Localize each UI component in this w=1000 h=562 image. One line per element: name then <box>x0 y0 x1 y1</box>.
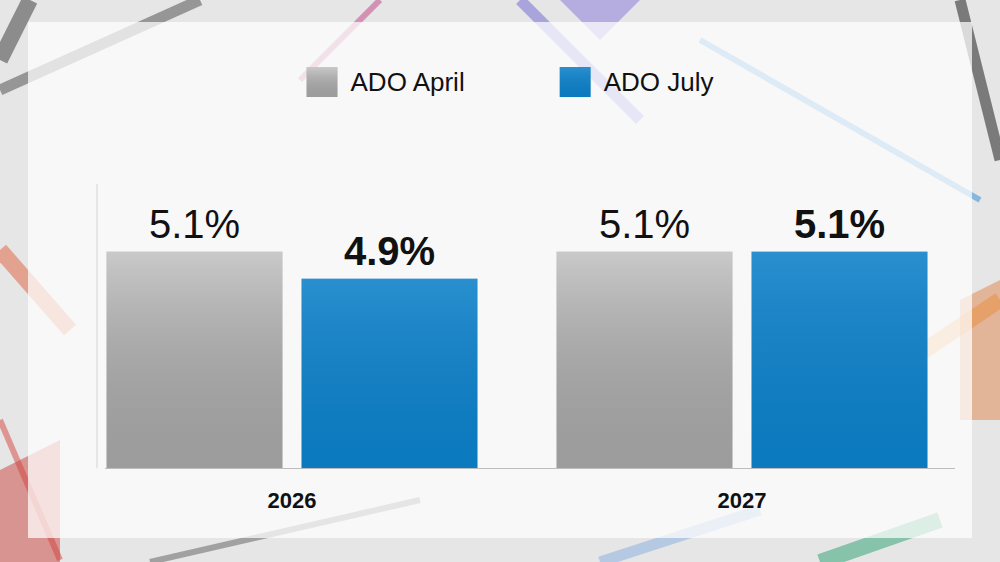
bar <box>752 252 928 468</box>
y-axis-line <box>97 184 98 468</box>
chart-svg: 5.1% 4.9% 5.1% 5.1% 2026 2027 ADO April ADO Jul… <box>0 0 1000 562</box>
bar-shade <box>557 252 733 468</box>
decor-line <box>0 0 30 60</box>
background-art <box>0 0 1000 562</box>
bar-fill <box>752 252 928 468</box>
legend-item: ADO April <box>307 67 465 97</box>
bar-shade <box>752 252 928 468</box>
bar-shade <box>107 252 283 468</box>
bar <box>107 252 283 468</box>
legend-swatch-shade <box>307 67 338 97</box>
chart-root: 5.1% 4.9% 5.1% 5.1% 2026 2027 ADO April ADO Jul… <box>0 0 1000 562</box>
background <box>0 0 1000 562</box>
panel <box>28 22 972 538</box>
data-label: 5.1% <box>599 202 690 246</box>
legend-swatch-shade <box>560 67 591 97</box>
bars <box>107 252 928 468</box>
data-label: 4.9% <box>344 229 435 273</box>
data-label: 5.1% <box>149 202 240 246</box>
x-tick-label: 2026 <box>268 488 317 513</box>
legend-item: ADO July <box>560 67 714 97</box>
x-tick-label: 2027 <box>718 488 767 513</box>
legend-swatch <box>560 67 591 97</box>
legend: ADO April ADO July <box>307 67 714 97</box>
data-labels: 5.1% 4.9% 5.1% 5.1% <box>149 202 885 273</box>
x-axis-baseline <box>105 468 955 469</box>
legend-label: ADO April <box>351 67 465 97</box>
bar-fill <box>557 252 733 468</box>
bar-fill <box>302 279 478 468</box>
bar <box>557 252 733 468</box>
bar-shade <box>302 279 478 468</box>
bar <box>302 279 478 468</box>
legend-swatch <box>307 67 338 97</box>
bar-fill <box>107 252 283 468</box>
data-label: 5.1% <box>794 202 885 246</box>
legend-label: ADO July <box>604 67 714 97</box>
